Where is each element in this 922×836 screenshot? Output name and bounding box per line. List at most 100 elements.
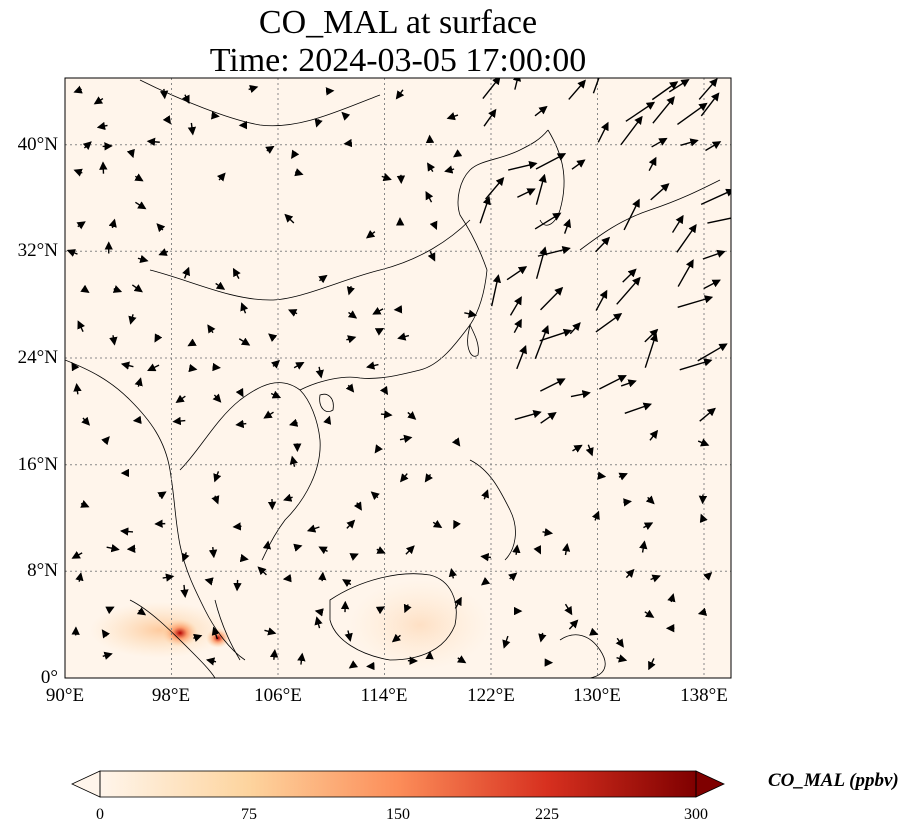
wind-arrow [342,579,352,588]
wind-arrow [134,173,144,182]
wind-arrow [707,217,731,224]
wind-arrow [616,276,641,305]
wind-arrow [620,379,637,388]
wind-arrow [158,248,169,256]
wind-arrow [595,313,623,333]
wind-arrow [343,138,353,148]
wind-arrow [643,522,654,531]
wind-arrow [348,660,359,669]
wind-arrow [620,115,643,146]
lat-tick-40n: 40°N [17,134,58,155]
wind-arrow [240,302,249,314]
wind-arrow [156,223,166,233]
wind-arrow [82,141,92,151]
wind-arrow [101,436,110,446]
wind-arrow [570,390,591,399]
wind-arrow [232,267,241,279]
wind-arrow [563,218,572,234]
co-plume-borneo [350,580,490,670]
wind-arrow [318,546,328,555]
wind-arrow [212,393,222,403]
wind-arrow [453,149,463,158]
wind-arrow [159,88,169,100]
wind-arrow [569,322,581,335]
colorbar [71,770,725,798]
wind-arrow [677,102,708,126]
map-title: CO_MAL at surface [258,4,538,41]
wind-arrow [651,81,679,101]
wind-arrow [699,513,708,523]
lat-tick-0: 0° [40,667,58,688]
wind-arrow [512,78,522,90]
wind-arrow [482,78,501,100]
wind-arrow [96,121,108,131]
wind-arrow [483,108,497,127]
wind-arrow [649,429,659,441]
wind-arrow [235,419,247,429]
wind-arrow [591,510,600,521]
wind-arrow [232,522,242,531]
wind-arrow [162,573,175,582]
wind-arrow [623,498,632,507]
co-hotspot-sumatra [162,619,198,647]
wind-arrow [105,606,115,615]
wind-arrow [451,437,461,447]
wind-arrow [147,363,160,372]
wind-arrow [539,328,573,342]
wind-arrow [345,383,355,393]
wind-arrow [595,236,611,253]
wind-arrow [391,633,402,643]
wind-arrow [157,491,167,500]
wind-arrow [268,333,278,342]
wind-arrow [534,212,562,230]
wind-arrow [491,274,502,307]
wind-arrow [568,619,579,630]
lon-tick-122e: 122°E [467,685,515,706]
lon-tick-138e: 138°E [680,685,728,706]
wind-arrow [175,394,186,404]
wind-arrow [399,473,409,483]
wind-arrow [73,168,83,177]
wind-arrow [506,266,528,281]
wind-arrow [216,172,226,182]
wind-arrow [429,220,438,230]
colorbar-tick-0: 0 [96,806,104,823]
wind-arrow [540,378,566,392]
wind-arrow [446,112,459,121]
wind-arrow [284,213,295,224]
lon-tick-130e: 130°E [573,685,621,706]
wind-arrow [703,572,713,581]
wind-arrow [508,160,538,171]
wind-arrow [454,596,462,609]
wind-arrow [73,382,82,395]
wind-arrow [700,188,731,206]
wind-arrow [205,657,217,666]
map-subtitle-time: Time: 2024-03-05 17:00:00 [209,42,587,79]
wind-arrow [448,568,457,579]
wind-arrow [535,153,567,170]
wind-arrow [315,366,324,379]
wind-arrow [698,78,718,100]
wind-arrow [120,361,134,370]
wind-arrow [366,361,379,370]
wind-arrow [318,571,327,582]
wind-arrow [480,553,491,562]
wind-arrow [314,616,323,629]
wind-arrow [509,296,522,316]
wind-arrow [370,491,380,501]
wind-arrow [181,552,190,563]
wind-arrow [395,89,405,100]
colorbar-label: CO_MAL (ppbv) [768,770,899,791]
wind-arrow [71,361,80,372]
wind-arrow [101,629,111,639]
wind-arrow [126,148,135,159]
wind-arrow [481,489,490,500]
wind-arrow [80,284,90,293]
wind-arrow [235,387,244,398]
wind-arrow [289,455,298,467]
wind-arrow [131,284,143,293]
wind-arrow [599,375,627,390]
wind-arrow [595,289,608,311]
wind-arrow [347,310,358,319]
wind-arrow [625,568,635,579]
